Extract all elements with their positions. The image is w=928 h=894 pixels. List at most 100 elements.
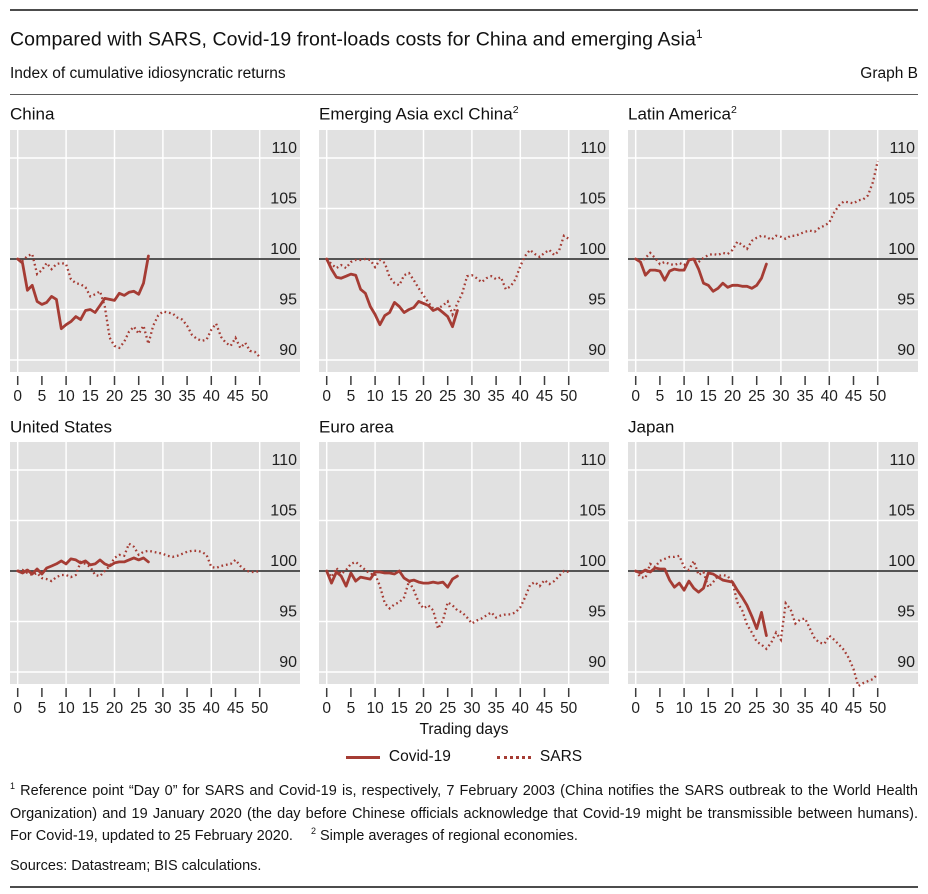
plot-background <box>628 442 918 685</box>
plot-background <box>319 442 609 685</box>
y-axis-label: 100 <box>888 241 915 258</box>
x-axis-label: 40 <box>821 700 839 716</box>
covid-line <box>325 569 459 589</box>
x-axis-label: 30 <box>154 388 172 404</box>
x-axis-label: 0 <box>13 388 22 404</box>
panel-title-latin-america: Latin America2 <box>628 104 737 124</box>
latin-america-chart: 90 95 100 105 110 0 5 10 15 20 25 30 35 40 45 50 <box>628 129 918 404</box>
y-axis-label: 110 <box>271 452 297 469</box>
y-axis-label: 95 <box>897 291 915 308</box>
page-title-text: Compared with SARS, Covid-19 front-loads… <box>10 28 696 51</box>
x-axis-label: 30 <box>463 388 481 404</box>
y-axis-label: 90 <box>588 654 606 671</box>
subtitle-row: Index of cumulative idiosyncratic return… <box>10 65 918 83</box>
x-axis-label: 25 <box>130 700 147 716</box>
top-rule <box>10 9 918 11</box>
y-axis-label: 105 <box>888 503 915 520</box>
sars-line <box>17 252 261 358</box>
plot-background <box>319 129 609 372</box>
sars-line <box>634 554 879 689</box>
y-axis-label: 100 <box>270 241 297 258</box>
united-states-chart: 90 95 100 105 110 0 5 10 15 20 25 30 35 40 45 50 <box>10 442 300 716</box>
y-axis-label: 105 <box>579 503 606 520</box>
x-axis-label: 40 <box>512 388 530 404</box>
panel-title-japan: Japan <box>628 417 675 437</box>
graph-label: Graph B <box>860 64 918 82</box>
x-axis-label: 25 <box>748 700 765 716</box>
y-axis-label: 90 <box>897 342 915 359</box>
covid-line <box>16 254 150 330</box>
page-title: Compared with SARS, Covid-19 front-loads… <box>10 27 918 52</box>
plot-background <box>10 129 300 372</box>
covid-line <box>634 257 768 293</box>
y-axis-label: 100 <box>270 553 297 570</box>
x-axis-label: 5 <box>656 700 665 716</box>
x-axis-label: 30 <box>463 700 481 716</box>
sources-line: Sources: Datastream; BIS calculations. <box>10 857 262 874</box>
x-axis-label: 50 <box>869 700 887 716</box>
x-axis-label: 40 <box>203 700 221 716</box>
sars-line <box>17 542 260 583</box>
covid-line <box>16 556 150 576</box>
legend-label-covid: Covid-19 <box>388 748 451 766</box>
china-chart: 90 95 100 105 110 0 5 10 15 20 25 30 35 40 45 50 <box>10 129 300 404</box>
x-axis-label: 10 <box>57 388 75 404</box>
x-axis-label: 30 <box>772 388 790 404</box>
panel-title-united-states: United States <box>10 417 113 437</box>
x-axis-label: 0 <box>631 700 640 716</box>
panel-china: China 90 95 100 105 110 0 5 10 15 20 25 30 35 40 45 50 <box>10 95 300 404</box>
x-axis-label: 5 <box>38 700 47 716</box>
x-axis-label: 35 <box>178 700 195 716</box>
x-axis-label: 5 <box>656 388 665 404</box>
x-axis-label: 35 <box>487 700 504 716</box>
x-axis-label: 15 <box>391 700 408 716</box>
bottom-rule <box>10 885 918 888</box>
x-axis-label: 40 <box>512 700 530 716</box>
x-axis-label: 50 <box>869 388 887 404</box>
x-axis-label: 45 <box>536 700 553 716</box>
footnote-2-marker: 2 <box>310 826 316 837</box>
y-axis-label: 90 <box>279 342 297 359</box>
panel-row-2: United States 90 95 100 105 110 0 5 10 15 20 25 30 3… <box>10 404 918 716</box>
x-axis-title: Trading days <box>419 721 509 739</box>
x-axis-label: 20 <box>724 388 742 404</box>
x-axis-label: 5 <box>347 700 356 716</box>
legend-label-sars: SARS <box>539 748 583 766</box>
x-axis-label: 5 <box>38 388 47 404</box>
y-axis-label: 105 <box>888 190 915 207</box>
y-axis-label: 110 <box>580 140 606 157</box>
y-axis-label: 105 <box>270 190 297 207</box>
x-axis-label: 20 <box>415 388 433 404</box>
x-axis-label: 50 <box>251 388 269 404</box>
x-axis-label: 25 <box>439 700 456 716</box>
x-axis-label: 15 <box>82 700 99 716</box>
emerging-asia-chart: 90 95 100 105 110 0 5 10 15 20 25 30 35 40 45 50 <box>319 129 609 404</box>
y-axis-label: 95 <box>588 604 606 621</box>
panel-row-1: China 90 95 100 105 110 0 5 10 15 20 25 30 35 40 45 50 … <box>10 95 918 404</box>
y-axis-label: 95 <box>279 291 297 308</box>
y-axis-label: 95 <box>588 291 606 308</box>
x-axis-label: 20 <box>106 388 124 404</box>
x-axis-label: 5 <box>347 388 356 404</box>
x-axis-label: 0 <box>322 700 331 716</box>
x-axis-label: 25 <box>748 388 765 404</box>
plot-background <box>628 129 918 372</box>
x-axis-label: 0 <box>631 388 640 404</box>
page-title-footnote-marker: 1 <box>695 27 703 41</box>
covid-line <box>325 257 459 328</box>
y-axis-label: 110 <box>889 140 915 157</box>
x-axis-label: 15 <box>82 388 99 404</box>
covid-line <box>634 566 768 638</box>
x-axis-label: 50 <box>251 700 269 716</box>
japan-chart: 90 95 100 105 110 0 5 10 15 20 25 30 35 40 45 50 <box>628 442 918 716</box>
covid-line-swatch-icon <box>345 755 380 759</box>
x-axis-label: 50 <box>560 700 578 716</box>
x-axis-label: 45 <box>845 700 862 716</box>
subtitle: Index of cumulative idiosyncratic return… <box>10 64 286 82</box>
x-axis-label: 25 <box>439 388 456 404</box>
legend-item-sars: SARS <box>496 748 583 766</box>
x-axis-label: 40 <box>203 388 221 404</box>
y-axis-label: 90 <box>897 654 915 671</box>
panel-euro-area: Euro area 90 95 100 105 110 0 5 10 15 20 25 30 35 40 4… <box>319 404 609 716</box>
legend: Covid-19 SARS <box>10 748 918 766</box>
